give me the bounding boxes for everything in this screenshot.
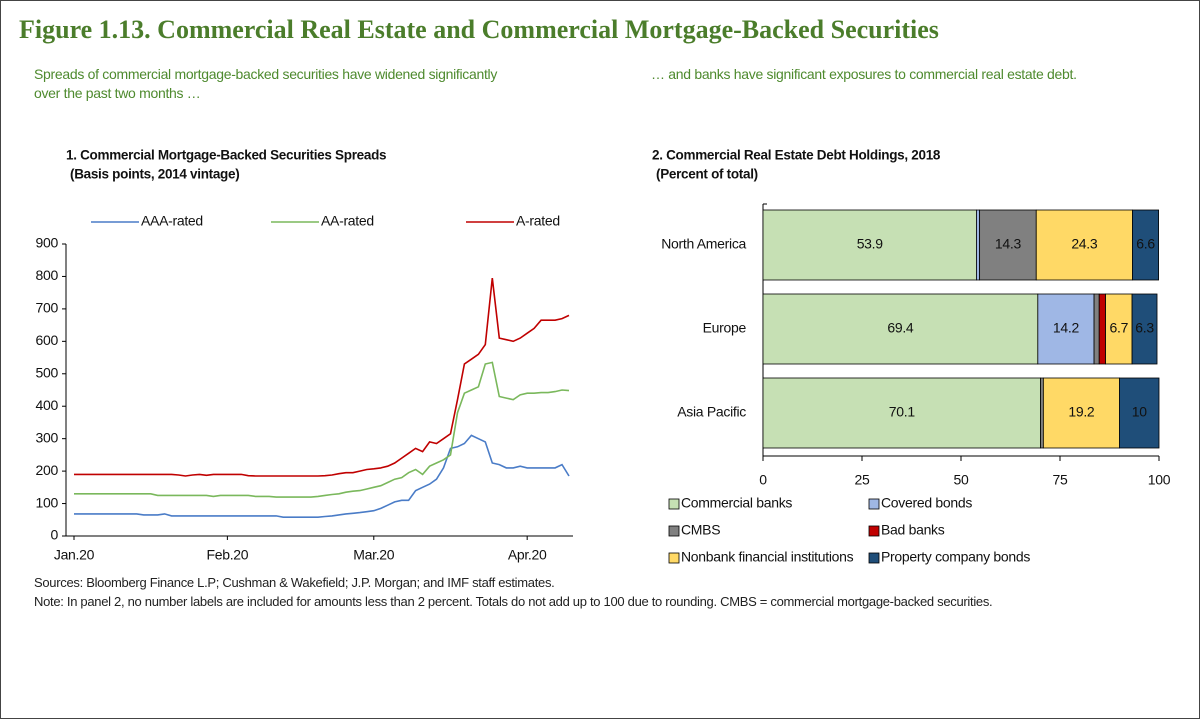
legend-swatch [868,498,880,510]
series-line [74,361,570,498]
legend-label: AA-rated [321,213,374,229]
x-tick-label: 100 [1148,472,1171,488]
data-label: 70.1 [889,404,916,420]
bar-segment [762,377,1041,449]
bar-segment [976,209,981,281]
bar-segment [1037,293,1095,365]
bar-segment [1093,293,1100,365]
category-label: Europe [703,320,747,336]
y-tick-label: 800 [36,267,59,283]
series-line [74,278,570,477]
y-tick-label: 900 [36,235,59,251]
legend-label: Covered bonds [881,495,972,511]
bar-segment [1131,293,1158,365]
y-tick-label: 0 [51,527,59,543]
x-tick-label: 25 [855,472,870,488]
data-label: 24.3 [1071,236,1098,252]
bar-segment [1042,377,1120,449]
legend-swatch [668,498,680,510]
category-label: North America [661,236,746,252]
bar-segment [762,293,1039,365]
data-label: 6.3 [1135,320,1154,336]
y-tick-label: 400 [36,397,59,413]
sources: Sources: Bloomberg Finance L.P; Cushman … [34,575,555,590]
legend-label: Bad banks [881,522,945,538]
y-tick-label: 500 [36,364,59,380]
figure-title: Figure 1.13. Commercial Real Estate and … [19,15,939,44]
caption: … and banks have significant exposures t… [651,66,1077,82]
y-tick-label: 700 [36,300,59,316]
bar-segment [1098,293,1106,365]
bar-segment [1119,377,1160,449]
data-label: 53.9 [857,236,884,252]
legend-label: A-rated [516,213,560,229]
legend-label: Commercial banks [681,495,792,511]
note: Note: In panel 2, no number labels are i… [34,594,993,609]
data-label: 69.4 [887,320,914,336]
x-tick-label: Apr.20 [508,547,547,563]
bar-segment [1040,377,1044,449]
data-label: 6.6 [1136,236,1155,252]
bar-segment [1105,293,1133,365]
caption: Spreads of commercial mortgage-backed se… [34,66,498,101]
panel-subtitle: (Basis points, 2014 vintage) [70,167,239,182]
series-line [74,434,570,518]
panel-title: 2. Commercial Real Estate Debt Holdings,… [652,148,941,163]
x-tick-label: 50 [954,472,969,488]
legend-label: Property company bonds [881,549,1030,565]
legend-swatch [668,525,680,537]
bar-segment [1132,209,1160,281]
data-label: 10 [1132,404,1147,420]
panel-title: 1. Commercial Mortgage-Backed Securities… [66,148,386,163]
y-tick-label: 300 [36,429,59,445]
data-label: 14.3 [995,236,1022,252]
legend-swatch [868,525,880,537]
y-tick-label: 200 [36,462,59,478]
x-tick-label: Feb.20 [206,547,248,563]
x-tick-label: Jan.20 [54,547,95,563]
legend-label: CMBS [681,522,720,538]
data-label: 14.2 [1053,320,1080,336]
category-label: Asia Pacific [677,404,746,420]
data-label: 6.7 [1110,320,1129,336]
bar-segment [762,209,977,281]
data-label: 19.2 [1068,404,1095,420]
legend-label: AAA-rated [141,213,203,229]
legend-swatch [868,552,880,564]
x-tick-label: Mar.20 [353,547,395,563]
x-tick-label: 0 [759,472,767,488]
legend-label: Nonbank financial institutions [681,549,854,565]
panel-subtitle: (Percent of total) [656,167,758,182]
y-tick-label: 600 [36,332,59,348]
legend-swatch [668,552,680,564]
x-tick-label: 75 [1053,472,1068,488]
bar-segment [1035,209,1133,281]
y-tick-label: 100 [36,494,59,510]
